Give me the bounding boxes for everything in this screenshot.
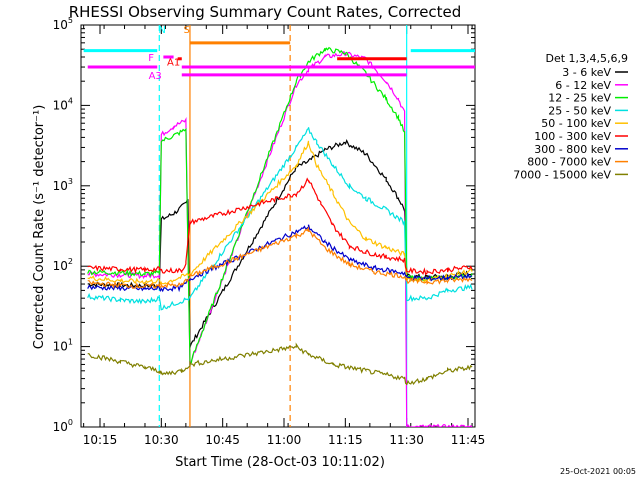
state-bar-label: A1 [167,58,180,69]
y-axis-label: Corrected Count Rate (s⁻¹ detector⁻¹) [32,105,47,350]
footer-timestamp: 25-Oct-2021 00:05 [560,467,636,476]
x-tick-label: 10:15 [83,433,118,447]
plot-area: 100 101 102 103 104 105 10:15 10:30 10:45 11:00 11… [53,16,486,447]
series-line [87,50,473,427]
legend-title: Det 1,3,4,5,6,9 [545,52,628,65]
state-bar-label: N [158,25,165,36]
x-tick-label: 10:45 [205,433,240,447]
y-tick-label: 105 [53,16,73,32]
plot-frame [80,24,476,428]
series-line [87,226,473,289]
y-tick-label: 102 [53,257,73,273]
legend-entry: 6 - 12 keV [555,79,611,92]
x-tick-label: 10:30 [144,433,179,447]
legend-entry: 25 - 50 keV [548,104,611,117]
series-line [87,127,473,311]
state-bar-label: F [148,53,154,64]
legend-entry: 12 - 25 keV [548,92,611,105]
legend-entry: 800 - 7000 keV [527,156,611,169]
series-line [87,46,473,366]
legend-entry: 100 - 300 keV [534,130,611,143]
legend-entry: 3 - 6 keV [562,66,611,79]
y-tick-label: 101 [53,338,73,354]
x-axis-label: Start Time (28-Oct-03 10:11:02) [175,455,385,470]
y-tick-label: 104 [53,96,73,112]
legend-entry: 300 - 800 keV [534,143,611,156]
legend-entry: 7000 - 15000 keV [513,168,611,181]
y-tick-label: 100 [53,418,73,434]
state-bar-label: S [184,25,190,36]
series-line [87,342,473,386]
x-tick-label: 11:30 [389,433,424,447]
series-line [87,177,473,276]
chart-title: RHESSI Observing Summary Count Rates, Co… [69,3,462,21]
legend-entry: 50 - 100 keV [541,117,611,130]
x-tick-label: 11:45 [451,433,486,447]
x-tick-label: 11:15 [328,433,363,447]
plot-content [83,25,475,427]
series-line [87,140,473,286]
state-bar-label: A3 [149,71,162,82]
x-tick-label: 11:00 [267,433,302,447]
y-tick-label: 103 [53,177,73,193]
series-line [87,139,473,349]
series-line [87,224,473,293]
